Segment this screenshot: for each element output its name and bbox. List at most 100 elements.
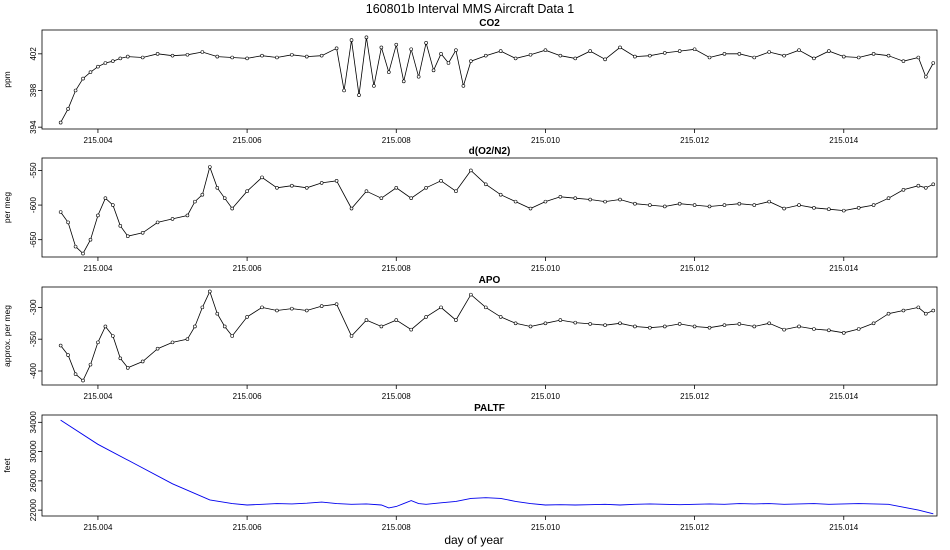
data-point (185, 213, 190, 218)
data-point (483, 53, 488, 58)
data-point (513, 321, 518, 326)
data-point (454, 48, 458, 52)
data-point (170, 217, 175, 221)
y-axis-label: per meg (2, 192, 12, 223)
data-point (931, 182, 936, 187)
data-point (573, 196, 578, 200)
x-tick-label: 215.008 (382, 136, 411, 145)
data-point (416, 74, 421, 79)
data-point (871, 321, 876, 326)
data-point (812, 56, 816, 61)
y-tick-label: -600 (29, 197, 38, 214)
data-point (111, 203, 115, 207)
data-point (118, 224, 123, 228)
data-point (841, 331, 846, 335)
data-point (856, 55, 861, 60)
data-point (924, 185, 928, 190)
panel-title: PALTF (474, 403, 505, 414)
x-tick-label: 215.004 (83, 136, 112, 145)
data-point (155, 220, 160, 225)
data-point (73, 244, 78, 249)
data-point (558, 318, 563, 322)
data-point (96, 213, 100, 218)
y-tick-label: -650 (29, 231, 38, 248)
data-point (88, 70, 93, 74)
data-point (633, 54, 637, 59)
data-point (275, 308, 279, 313)
data-point (841, 208, 846, 213)
data-point (394, 42, 399, 47)
data-point (304, 185, 309, 190)
x-tick-label: 215.014 (829, 392, 858, 401)
data-point (827, 49, 831, 53)
data-point (677, 201, 682, 206)
data-point (215, 185, 220, 190)
data-point (334, 46, 339, 51)
data-point (797, 324, 801, 329)
data-point (677, 49, 682, 53)
data-point (782, 206, 786, 211)
data-point (275, 185, 279, 190)
data-point (558, 53, 563, 58)
data-point (454, 318, 458, 322)
data-point (290, 306, 294, 311)
data-point (245, 189, 249, 194)
x-tick-label: 215.012 (680, 392, 709, 401)
data-point (588, 49, 592, 53)
data-point (633, 324, 637, 329)
data-point (260, 305, 264, 310)
data-point (424, 185, 428, 190)
data-point (73, 88, 78, 93)
y-tick-label: 398 (29, 83, 38, 97)
data-point (372, 84, 376, 88)
y-tick-label: 30000 (29, 440, 38, 463)
data-point (886, 196, 891, 200)
data-point (767, 50, 771, 54)
x-tick-label: 215.008 (382, 392, 411, 401)
data-point (924, 311, 928, 316)
data-point (103, 61, 108, 65)
series-line (60, 37, 934, 123)
data-point (334, 179, 339, 183)
data-point (81, 251, 85, 256)
data-point (364, 189, 369, 194)
x-tick-label: 215.010 (531, 264, 560, 273)
data-point (208, 289, 212, 294)
data-point (394, 318, 399, 322)
figure-title: 160801b Interval MMS Aircraft Data 1 (366, 2, 574, 16)
data-point (648, 203, 652, 207)
x-tick-label: 215.004 (83, 392, 112, 401)
data-point (722, 323, 727, 327)
data-point (446, 61, 451, 65)
x-tick-label: 215.012 (680, 136, 709, 145)
data-point (513, 56, 518, 61)
data-point (334, 302, 339, 306)
data-point (662, 204, 667, 209)
data-point (603, 57, 607, 62)
y-tick-label: -400 (29, 362, 38, 379)
data-point (603, 199, 607, 204)
y-axis-label: approx. per meg (2, 305, 12, 367)
data-point (752, 324, 757, 329)
data-point (81, 76, 85, 81)
data-point (103, 196, 108, 200)
data-point (215, 311, 220, 316)
data-point (901, 308, 906, 313)
data-point (573, 56, 578, 61)
data-point (170, 53, 175, 58)
y-tick-label: 22000 (29, 498, 38, 521)
x-tick-label: 215.010 (531, 523, 560, 532)
data-point (737, 322, 742, 326)
plot-frame (41, 286, 938, 386)
data-point (230, 55, 234, 60)
data-point (230, 334, 234, 338)
data-point (528, 206, 533, 211)
data-point (66, 220, 70, 225)
data-point (692, 324, 697, 329)
data-point (319, 304, 324, 308)
y-axis-label: ppm (2, 71, 12, 88)
data-point (200, 50, 205, 54)
data-point (96, 64, 100, 69)
x-tick-label: 215.014 (829, 136, 858, 145)
data-point (230, 206, 234, 211)
